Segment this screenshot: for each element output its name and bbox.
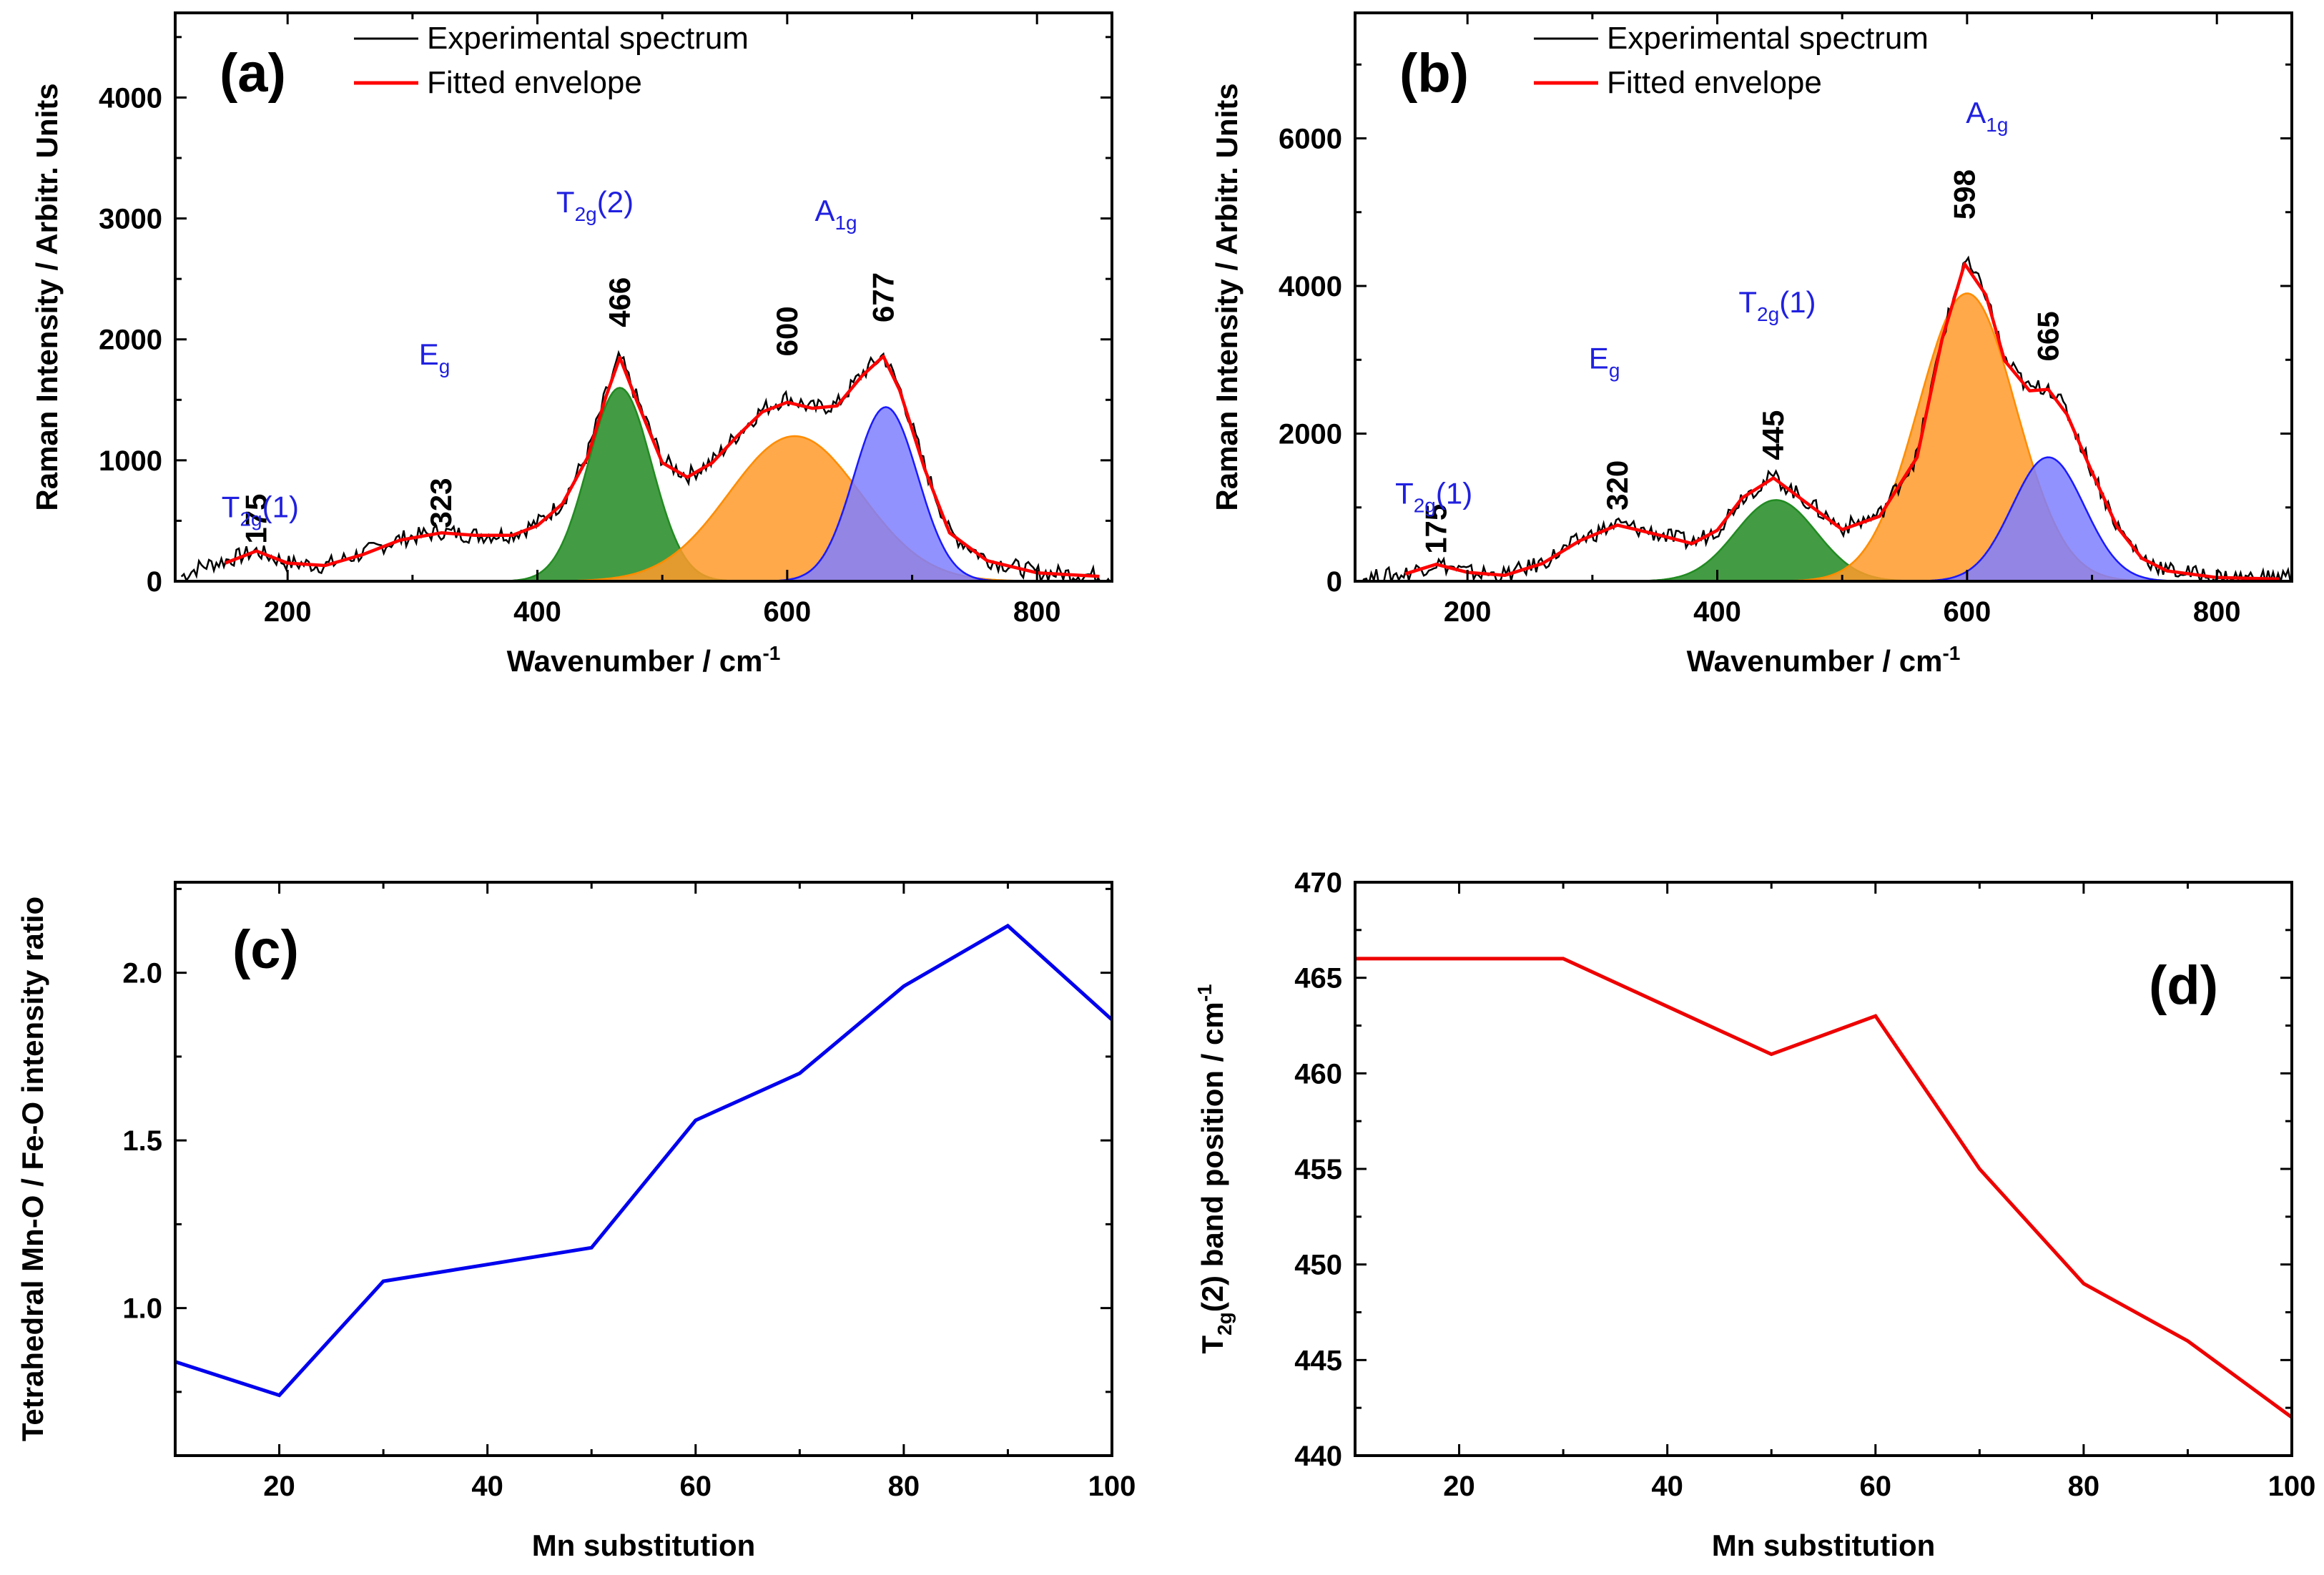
- y-tick-label: 465: [1294, 963, 1342, 994]
- y-tick-label: 2000: [1279, 419, 1342, 450]
- x-tick-label: 20: [1443, 1471, 1475, 1502]
- legend-label: Fitted envelope: [1607, 65, 1822, 100]
- y-tick-label: 0: [1326, 566, 1342, 598]
- plot-frame: [1354, 11, 2293, 583]
- panel-label: (a): [220, 43, 286, 104]
- x-axis-title: Mn substitution: [1712, 1529, 1936, 1562]
- trend-line: [1355, 957, 2293, 1419]
- y-axis-title: T2g(2) band position / cm-1: [1193, 984, 1236, 1353]
- x-tick-label: 600: [763, 596, 811, 628]
- peak-label: 175: [240, 493, 273, 543]
- x-axis-title: Wavenumber / cm-1: [507, 642, 781, 678]
- x-tick-label: 20: [263, 1471, 295, 1502]
- mode-label: T2g(1): [1738, 285, 1816, 325]
- peak-label: 175: [1419, 504, 1453, 554]
- panel-label: (c): [232, 919, 299, 980]
- component-peak: [1911, 456, 2183, 581]
- x-tick-label: 40: [471, 1471, 503, 1502]
- x-tick-label: 400: [513, 596, 561, 628]
- y-tick-label: 3000: [99, 204, 162, 235]
- x-tick-label: 400: [1693, 596, 1741, 628]
- x-tick-label: 60: [1860, 1471, 1892, 1502]
- y-tick-label: 1.0: [122, 1293, 162, 1325]
- x-tick-label: 800: [2193, 596, 2241, 628]
- peak-label: 598: [1947, 169, 1981, 219]
- peak-label: 466: [603, 277, 636, 327]
- mode-label: Eg: [1589, 342, 1620, 382]
- y-tick-label: 440: [1294, 1441, 1342, 1472]
- fitted-envelope-line: [225, 355, 1100, 578]
- panel-a: 200 400 600 800 0 1000 2000 3000 4000 (a) Experime…: [30, 11, 1113, 678]
- y-tick-label: 0: [147, 566, 162, 598]
- legend-label: Fitted envelope: [427, 65, 642, 100]
- y-axis-title: Raman Intensity / Arbitr. Units: [1210, 83, 1244, 510]
- fitted-envelope-line: [1404, 262, 2280, 581]
- x-axis-title: Wavenumber / cm-1: [1687, 642, 1961, 678]
- mode-label: A1g: [814, 194, 857, 234]
- x-tick-label: 800: [1013, 596, 1061, 628]
- y-tick-label: 1000: [99, 445, 162, 477]
- mode-label: Eg: [419, 337, 450, 377]
- plot-frame: [174, 11, 1113, 583]
- experimental-spectrum-line: [1362, 255, 2292, 581]
- y-tick-label: 2000: [99, 325, 162, 356]
- y-tick-label: 4000: [99, 82, 162, 114]
- mode-label: T2g(1): [222, 490, 299, 530]
- x-tick-label: 600: [1943, 596, 1991, 628]
- plot-area: [180, 350, 1111, 581]
- x-tick-label: 80: [2068, 1471, 2100, 1502]
- y-tick-label: 460: [1294, 1058, 1342, 1090]
- x-tick-label: 40: [1651, 1471, 1683, 1502]
- panel-label: (b): [1399, 43, 1469, 104]
- panel-d: 20 40 60 80 100 440 445 450 455 460 465 470 (d) Mn su…: [1193, 867, 2315, 1562]
- peak-label: 323: [424, 478, 458, 528]
- mode-label: T2g(1): [1395, 477, 1472, 517]
- y-tick-label: 1.5: [122, 1125, 162, 1157]
- plot-frame: [174, 881, 1113, 1457]
- x-tick-label: 100: [1088, 1471, 1136, 1502]
- trend-line: [174, 923, 1113, 1398]
- y-axis-title: Raman Intensity / Arbitr. Units: [30, 83, 64, 510]
- y-tick-label: 4000: [1279, 271, 1342, 302]
- panel-b: 200 400 600 800 0 2000 4000 6000 (b) Experimental…: [1210, 11, 2293, 678]
- x-tick-label: 200: [264, 596, 312, 628]
- peak-label: 320: [1600, 460, 1634, 510]
- y-tick-label: 2.0: [122, 958, 162, 989]
- y-tick-label: 470: [1294, 867, 1342, 899]
- x-tick-label: 80: [888, 1471, 920, 1502]
- x-tick-label: 200: [1444, 596, 1492, 628]
- legend-label: Experimental spectrum: [1607, 21, 1929, 56]
- peak-label: 677: [866, 272, 900, 322]
- y-tick-label: 6000: [1279, 124, 1342, 155]
- peak-label: 445: [1756, 410, 1790, 460]
- plot-area: [1362, 255, 2292, 581]
- mode-label: A1g: [1966, 96, 2008, 136]
- x-tick-label: 100: [2268, 1471, 2316, 1502]
- y-tick-label: 445: [1294, 1345, 1342, 1376]
- y-axis-title: Tetrahedral Mn-O / Fe-O intensity ratio: [16, 897, 49, 1441]
- panel-label: (d): [2149, 955, 2218, 1016]
- legend-label: Experimental spectrum: [427, 21, 749, 56]
- component-peak: [764, 406, 1007, 581]
- y-tick-label: 455: [1294, 1154, 1342, 1185]
- x-axis-title: Mn substitution: [532, 1529, 756, 1562]
- y-tick-label: 450: [1294, 1250, 1342, 1281]
- panel-c: 20 40 60 80 100 1.0 1.5 2.0 (c) Mn substitution Te…: [16, 881, 1136, 1562]
- peak-label: 600: [770, 306, 804, 356]
- x-tick-label: 60: [680, 1471, 712, 1502]
- mode-label: T2g(2): [556, 185, 634, 225]
- peak-label: 665: [2031, 311, 2064, 361]
